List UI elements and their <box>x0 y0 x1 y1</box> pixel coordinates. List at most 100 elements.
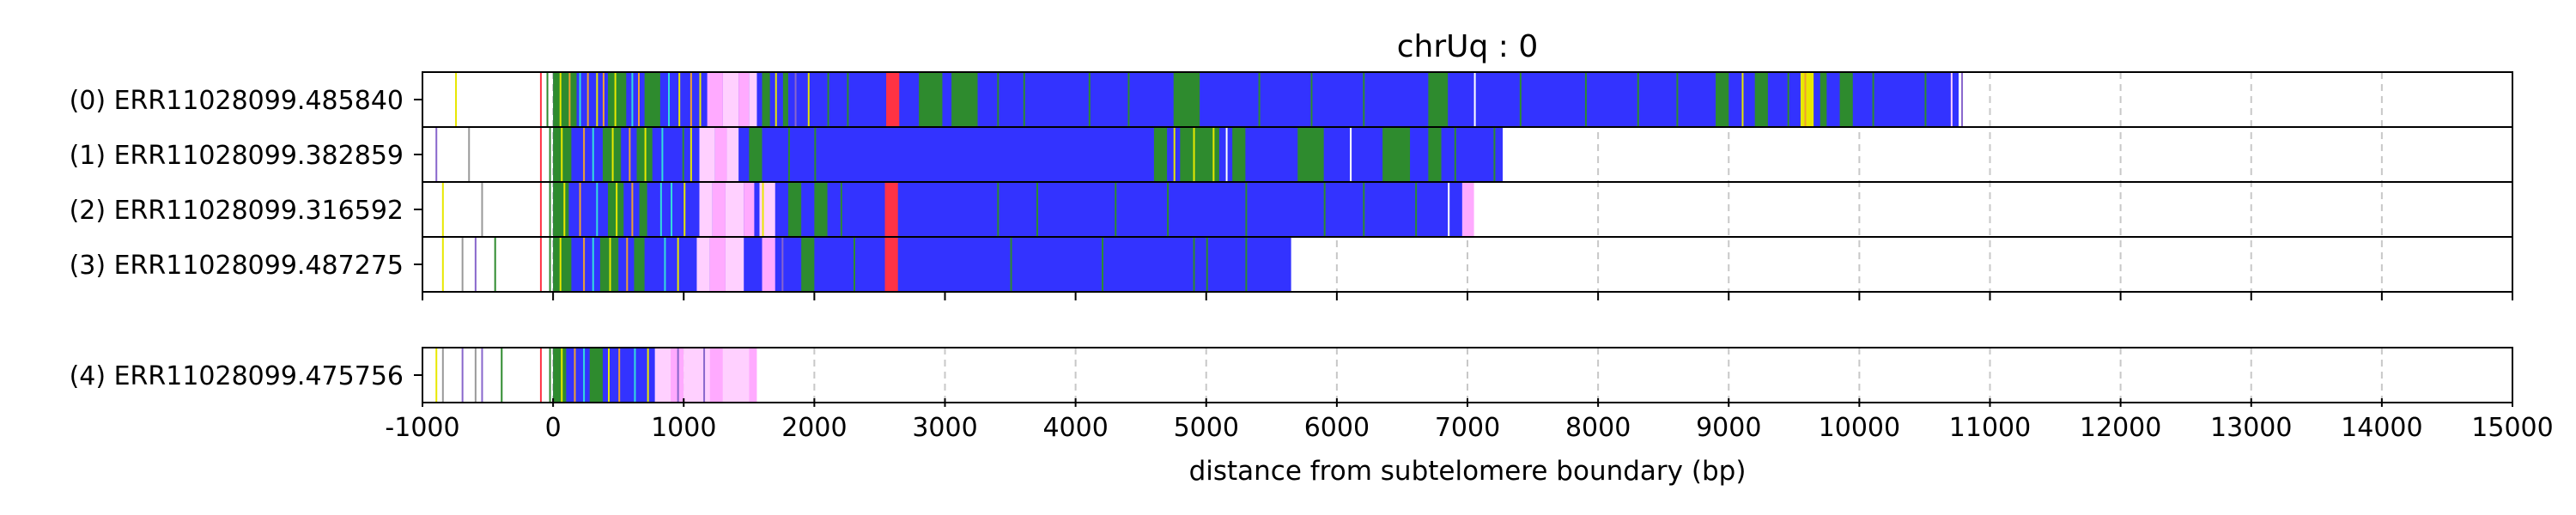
read-segment <box>886 72 900 127</box>
read-feature-line <box>561 127 563 182</box>
read-feature-line <box>762 182 764 237</box>
read-feature-line <box>1245 237 1248 292</box>
read-feature-line <box>1448 182 1450 237</box>
read-feature-line <box>549 127 551 182</box>
read-segment <box>1800 72 1814 127</box>
x-axis: -1000 0 1000 2000 3000 4000 5000 6000 7000 8000 90… <box>385 292 2554 443</box>
read-segment <box>749 127 762 182</box>
x-tick-label: 2000 <box>781 413 847 443</box>
read-feature-line <box>481 348 483 403</box>
read-feature-line <box>618 348 621 403</box>
read-segment <box>726 127 739 182</box>
read-feature-line <box>592 237 594 292</box>
read-feature-line <box>667 72 670 127</box>
read-segment <box>1839 72 1853 127</box>
read-track <box>441 237 1291 292</box>
read-segment <box>654 348 671 403</box>
read-feature-line <box>501 348 503 403</box>
read-segment <box>762 237 775 292</box>
read-feature-line <box>1872 72 1874 127</box>
read-feature-line <box>997 72 999 127</box>
read-feature-line <box>1787 72 1789 127</box>
read-segment <box>696 237 710 292</box>
read-feature-line <box>781 237 784 292</box>
read-segment <box>553 182 569 237</box>
read-feature-line <box>583 348 586 403</box>
read-feature-line <box>827 72 829 127</box>
read-feature-line <box>1454 127 1456 182</box>
read-feature-line <box>1924 72 1927 127</box>
read-segment <box>709 348 723 403</box>
read-feature-line <box>549 237 551 292</box>
read-feature-line <box>775 72 777 127</box>
read-feature-line <box>1023 72 1025 127</box>
x-tick-label: 7000 <box>1435 413 1500 443</box>
read-feature-line <box>1225 127 1228 182</box>
read-segment <box>787 182 802 237</box>
read-track <box>435 127 1504 182</box>
panel-frames: (0) ERR11028099.485840 (1) ERR11028099.38… <box>70 71 2513 403</box>
read-feature-line <box>1167 182 1170 237</box>
read-main-segment <box>553 237 1291 292</box>
read-feature-line <box>608 348 611 403</box>
read-segment <box>553 72 577 127</box>
read-feature-line <box>579 72 581 127</box>
read-segment <box>759 182 775 237</box>
read-segment <box>553 237 572 292</box>
read-segment <box>722 348 750 403</box>
read-feature-line <box>703 348 706 403</box>
read-track <box>435 348 757 403</box>
read-feature-line <box>494 237 496 292</box>
read-feature-line <box>602 72 605 127</box>
read-feature-line <box>579 182 581 237</box>
read-feature-line <box>626 237 629 292</box>
read-feature-line <box>1115 182 1117 237</box>
read-feature-line <box>690 72 692 127</box>
read-feature-line <box>1212 127 1215 182</box>
read-label: (0) ERR11028099.485840 <box>70 86 404 116</box>
read-feature-line <box>682 127 684 182</box>
x-tick-label: 5000 <box>1174 413 1239 443</box>
x-tick-label: 12000 <box>2080 413 2161 443</box>
read-feature-line <box>1519 72 1522 127</box>
read-segment <box>762 72 770 127</box>
read-feature-line <box>699 72 702 127</box>
read-main-segment <box>553 182 1462 237</box>
read-feature-line <box>1584 72 1587 127</box>
read-feature-line <box>441 237 444 292</box>
read-feature-line <box>1804 72 1807 127</box>
x-tick-label: 6000 <box>1304 413 1370 443</box>
read-feature-line <box>539 182 542 237</box>
x-tick-label: 9000 <box>1696 413 1761 443</box>
read-feature-line <box>840 182 842 237</box>
read-feature-line <box>690 127 692 182</box>
read-feature-line <box>461 237 464 292</box>
read-feature-line <box>677 237 679 292</box>
read-feature-line <box>568 72 571 127</box>
read-feature-line <box>441 348 444 403</box>
read-segment <box>884 237 898 292</box>
read-feature-line <box>435 127 438 182</box>
read-feature-line <box>1310 72 1313 127</box>
read-segment <box>683 348 710 403</box>
read-segment <box>608 72 627 127</box>
x-tick-label: 10000 <box>1819 413 1900 443</box>
read-segment <box>814 182 828 237</box>
read-feature-line <box>474 348 477 403</box>
read-segment <box>1428 72 1449 127</box>
read-feature-line <box>854 237 856 292</box>
read-feature-line <box>634 348 636 403</box>
read-segment <box>1461 182 1474 237</box>
read-feature-line <box>1323 182 1326 237</box>
read-segment <box>919 72 943 127</box>
read-feature-line <box>583 127 586 182</box>
x-tick-label: 14000 <box>2341 413 2422 443</box>
x-axis-label: distance from subtelomere boundary (bp) <box>1189 456 1747 487</box>
read-segment <box>744 182 755 237</box>
read-label: (1) ERR11028099.382859 <box>70 141 404 171</box>
read-feature-line <box>563 182 566 237</box>
read-feature-line <box>1741 72 1744 127</box>
read-feature-line <box>616 182 618 237</box>
x-tick-label: -1000 <box>385 413 459 443</box>
read-main-segment <box>553 348 655 403</box>
